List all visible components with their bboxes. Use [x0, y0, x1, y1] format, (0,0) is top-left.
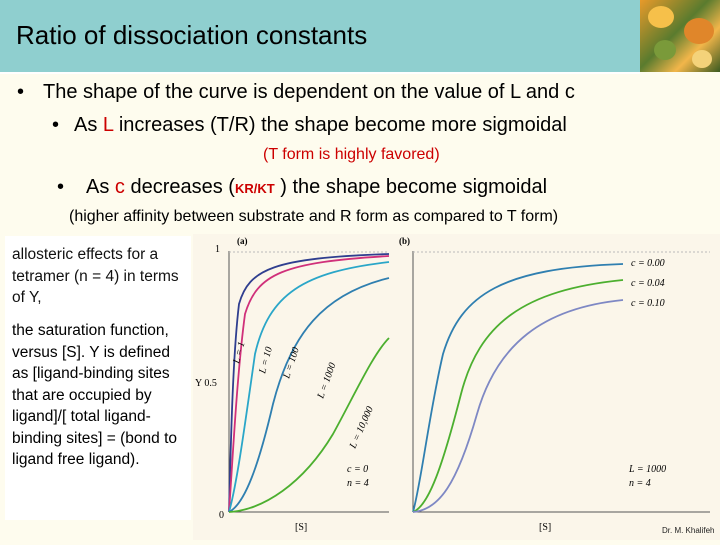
bullet-marker: • — [57, 176, 65, 198]
curve-L-10 — [228, 255, 390, 513]
curve-L-1000 — [228, 277, 390, 513]
curve-L-10000 — [228, 337, 390, 513]
label-c-004: c = 0.04 — [631, 278, 665, 289]
panel-b-x-label: [S] — [539, 522, 551, 533]
curve-c-010 — [412, 299, 624, 513]
panel-b-label: (b) — [399, 236, 410, 246]
label-L-100: L = 100 — [281, 346, 302, 381]
panel-a-param-n: n = 4 — [347, 478, 369, 489]
label-c-000: c = 0.00 — [631, 258, 665, 269]
panel-a-y-label: Y 0.5 — [195, 378, 217, 389]
label-L-1000: L = 1000 — [315, 361, 338, 401]
label-c-010: c = 0.10 — [631, 298, 665, 309]
slide-title: Ratio of dissociation constants — [16, 20, 368, 50]
side-text-saturation: the saturation function, versus [S]. Y i… — [12, 322, 178, 468]
side-text-allosteric: allosteric effects for a tetramer (n = 4… — [12, 246, 179, 306]
panel-a-y-tick-bottom: 0 — [219, 510, 224, 521]
bullet-c-decrease: As c decreases (KR/KT ) the shape become… — [86, 176, 548, 198]
title-bar: Ratio of dissociation constants — [0, 0, 640, 74]
panel-a-param-c: c = 0 — [347, 464, 368, 475]
side-text-box — [5, 236, 191, 520]
curve-c-000 — [412, 263, 624, 513]
curve-L-100 — [228, 261, 390, 513]
saturation-curves-svg: (a) 1 Y 0.5 0 [S] L = 1 L = 10 L = 100 L… — [195, 236, 710, 533]
bullet-L-increase: As L increases (T/R) the shape become mo… — [74, 114, 567, 136]
bullet-marker: • — [17, 81, 25, 103]
bullet-marker: • — [52, 114, 60, 136]
label-L-10000: L = 10,000 — [347, 405, 376, 451]
curve-L-1 — [228, 253, 390, 513]
panel-a-label: (a) — [237, 236, 248, 246]
label-L-10: L = 10 — [257, 346, 275, 376]
panel-b-param-L: L = 1000 — [628, 464, 666, 475]
panel-b-param-n: n = 4 — [629, 478, 651, 489]
note-affinity: (higher affinity between substrate and R… — [69, 208, 559, 225]
decorative-photo — [640, 0, 720, 72]
note-t-form: (T form is highly favored) — [263, 146, 440, 163]
curve-c-004 — [412, 279, 624, 513]
bullet-curve-shape: The shape of the curve is dependent on t… — [43, 81, 575, 103]
panel-a-y-tick-top: 1 — [215, 244, 220, 255]
label-L-1: L = 1 — [231, 341, 248, 366]
author-signature: Dr. M. Khalifeh — [662, 526, 715, 535]
saturation-figure: (a) 1 Y 0.5 0 [S] L = 1 L = 10 L = 100 L… — [193, 234, 720, 540]
panel-a-x-label: [S] — [295, 522, 307, 533]
